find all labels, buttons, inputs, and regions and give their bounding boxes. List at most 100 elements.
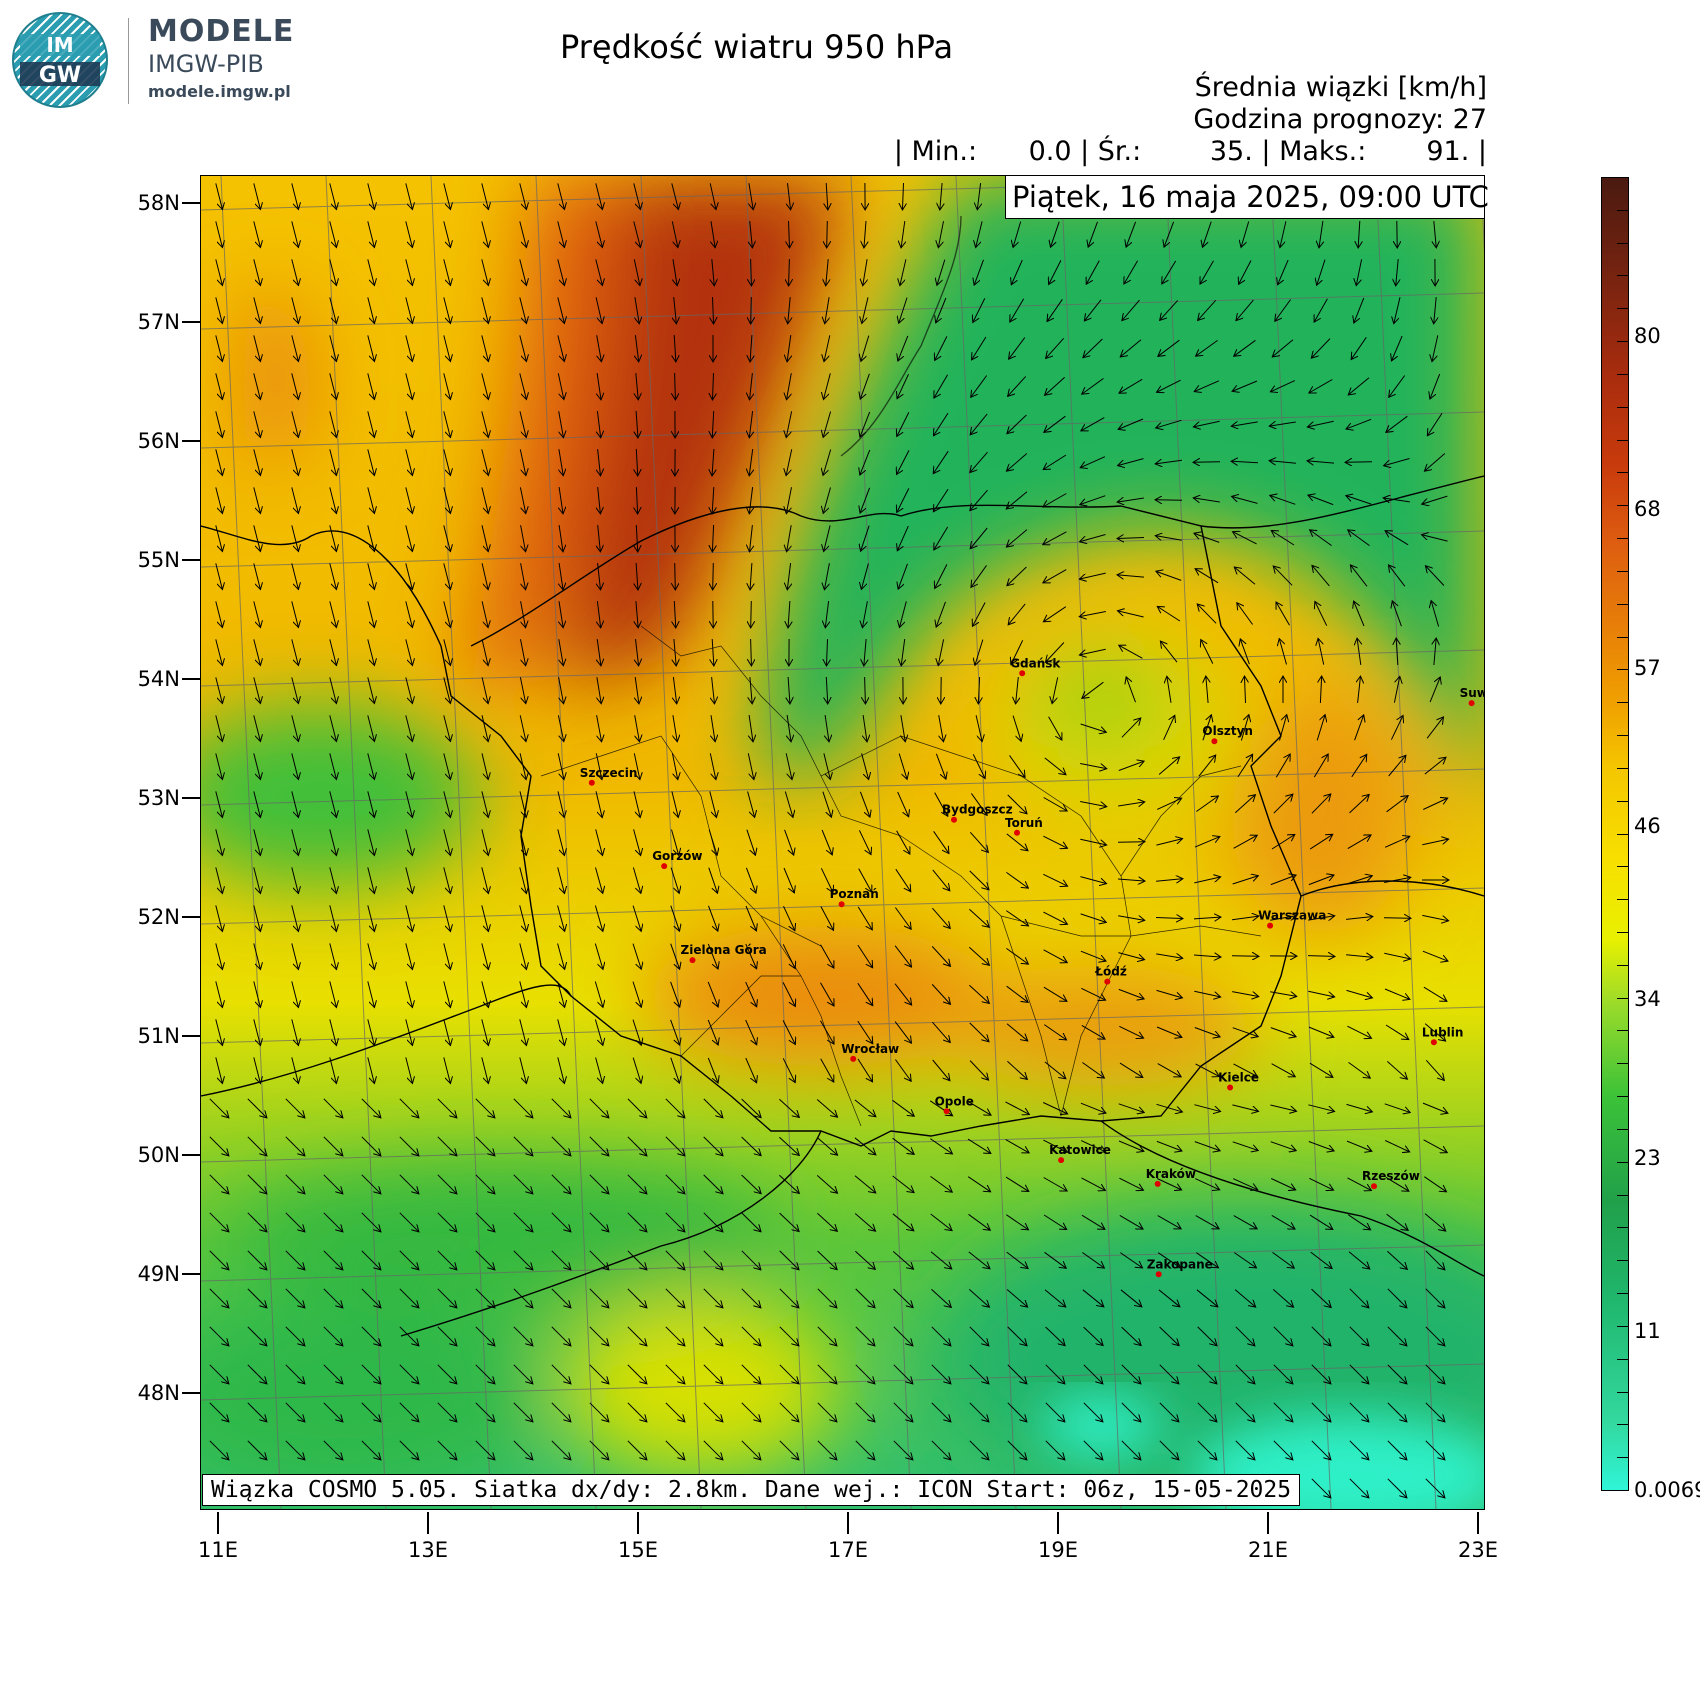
wind-arrow	[969, 984, 988, 1003]
czech-border-west	[201, 984, 572, 1097]
wind-arrow	[788, 600, 790, 627]
wind-arrow	[901, 221, 905, 247]
wind-arrow	[1347, 1177, 1371, 1190]
wind-arrow	[971, 413, 988, 434]
wind-arrow	[745, 867, 755, 892]
wind-arrow	[253, 715, 260, 740]
wind-arrow	[247, 1250, 266, 1269]
wind-arrow	[817, 1288, 836, 1307]
wind-arrow	[253, 905, 260, 930]
wind-arrow	[443, 183, 450, 208]
wind-arrow	[443, 297, 450, 322]
wind-arrow	[893, 1326, 912, 1345]
wind-arrow	[559, 487, 563, 513]
wind-arrow	[712, 638, 714, 665]
wind-arrow	[594, 905, 602, 931]
wind-arrow	[437, 1250, 456, 1269]
wind-arrow	[1384, 498, 1410, 502]
wind-arrow	[1384, 988, 1409, 999]
wind-arrow	[1006, 833, 1027, 850]
wind-arrow	[361, 1174, 380, 1193]
wind-arrow	[253, 297, 260, 322]
wind-arrow	[513, 1136, 532, 1155]
wind-arrow	[1080, 950, 1105, 961]
wind-arrow	[253, 411, 260, 436]
wind-arrow	[1121, 1364, 1140, 1383]
wind-arrow	[816, 1175, 837, 1192]
lat-label: 58N	[137, 191, 180, 215]
wind-arrow	[1424, 758, 1445, 775]
wind-arrow	[247, 1136, 266, 1155]
wind-arrow	[779, 1288, 798, 1307]
lat-tick	[182, 1392, 200, 1394]
wind-arrow	[1386, 796, 1408, 813]
wind-arrow	[291, 601, 298, 626]
wind-arrow	[1311, 1478, 1330, 1497]
wind-arrow	[399, 1402, 418, 1421]
wind-arrow	[934, 488, 949, 511]
wind-arrow	[557, 867, 565, 892]
gotland-coast	[840, 215, 962, 457]
wind-arrow	[1313, 755, 1327, 778]
wind-arrow	[1051, 221, 1060, 247]
wind-arrow	[900, 259, 907, 284]
wind-arrow	[329, 791, 336, 816]
colorbar-tick	[1617, 538, 1629, 540]
wind-arrow	[751, 258, 752, 285]
wind-arrow	[557, 183, 564, 208]
brand-title: MODELE	[148, 14, 295, 49]
wind-arrow	[1308, 1104, 1333, 1111]
wind-arrow	[1080, 611, 1106, 617]
wind-arrow	[935, 564, 948, 587]
wind-arrow	[367, 563, 374, 588]
wind-arrow	[1202, 716, 1211, 741]
wind-arrow	[399, 1212, 418, 1231]
wind-arrow	[1271, 496, 1296, 505]
wind-arrow	[1311, 1288, 1331, 1307]
longitude-line	[535, 176, 597, 1509]
wind-arrow	[936, 297, 947, 322]
wind-arrow	[1232, 1104, 1257, 1111]
city-dot	[1014, 829, 1020, 836]
city-label: Suwałki	[1460, 686, 1484, 700]
wind-arrow	[1198, 605, 1217, 624]
wind-arrow	[1048, 716, 1062, 740]
wind-arrow	[1233, 380, 1258, 391]
wind-arrow	[783, 905, 795, 930]
wind-arrow	[519, 1019, 526, 1044]
wind-arrow	[1195, 1063, 1219, 1076]
wind-arrow	[712, 677, 715, 703]
wind-arrow	[291, 373, 298, 398]
wind-arrow	[826, 182, 828, 209]
wind-arrow	[972, 754, 984, 777]
wind-arrow	[787, 563, 790, 589]
wind-arrow	[1081, 495, 1106, 505]
wind-arrow	[405, 677, 412, 702]
wind-arrow	[711, 221, 715, 247]
wind-arrow	[1425, 1364, 1444, 1383]
wind-arrow	[209, 1440, 228, 1459]
wind-arrow	[671, 753, 677, 778]
wind-arrow	[1160, 300, 1179, 319]
wind-arrow	[253, 753, 260, 778]
colorbar-tick	[1617, 669, 1629, 671]
wind-arrow	[443, 259, 450, 284]
wind-arrow	[1006, 1023, 1027, 1041]
wind-arrow	[557, 297, 564, 322]
wind-arrow	[671, 221, 677, 246]
wind-arrow	[1156, 1178, 1181, 1190]
wind-arrow	[932, 1059, 950, 1080]
city-label: Olsztyn	[1202, 724, 1253, 738]
wind-arrow	[1083, 681, 1104, 698]
wind-arrow	[854, 1099, 875, 1116]
brand-url[interactable]: modele.imgw.pl	[148, 82, 291, 101]
wind-arrow	[291, 981, 298, 1006]
wind-arrow	[481, 183, 488, 208]
wind-arrow	[443, 525, 450, 550]
wind-arrow	[557, 1057, 564, 1082]
wind-arrow	[1308, 916, 1334, 920]
wind-arrow	[899, 297, 908, 323]
wind-arrow	[967, 1100, 990, 1114]
wind-arrow	[1386, 1061, 1406, 1078]
city-label: Kraków	[1146, 1167, 1196, 1181]
